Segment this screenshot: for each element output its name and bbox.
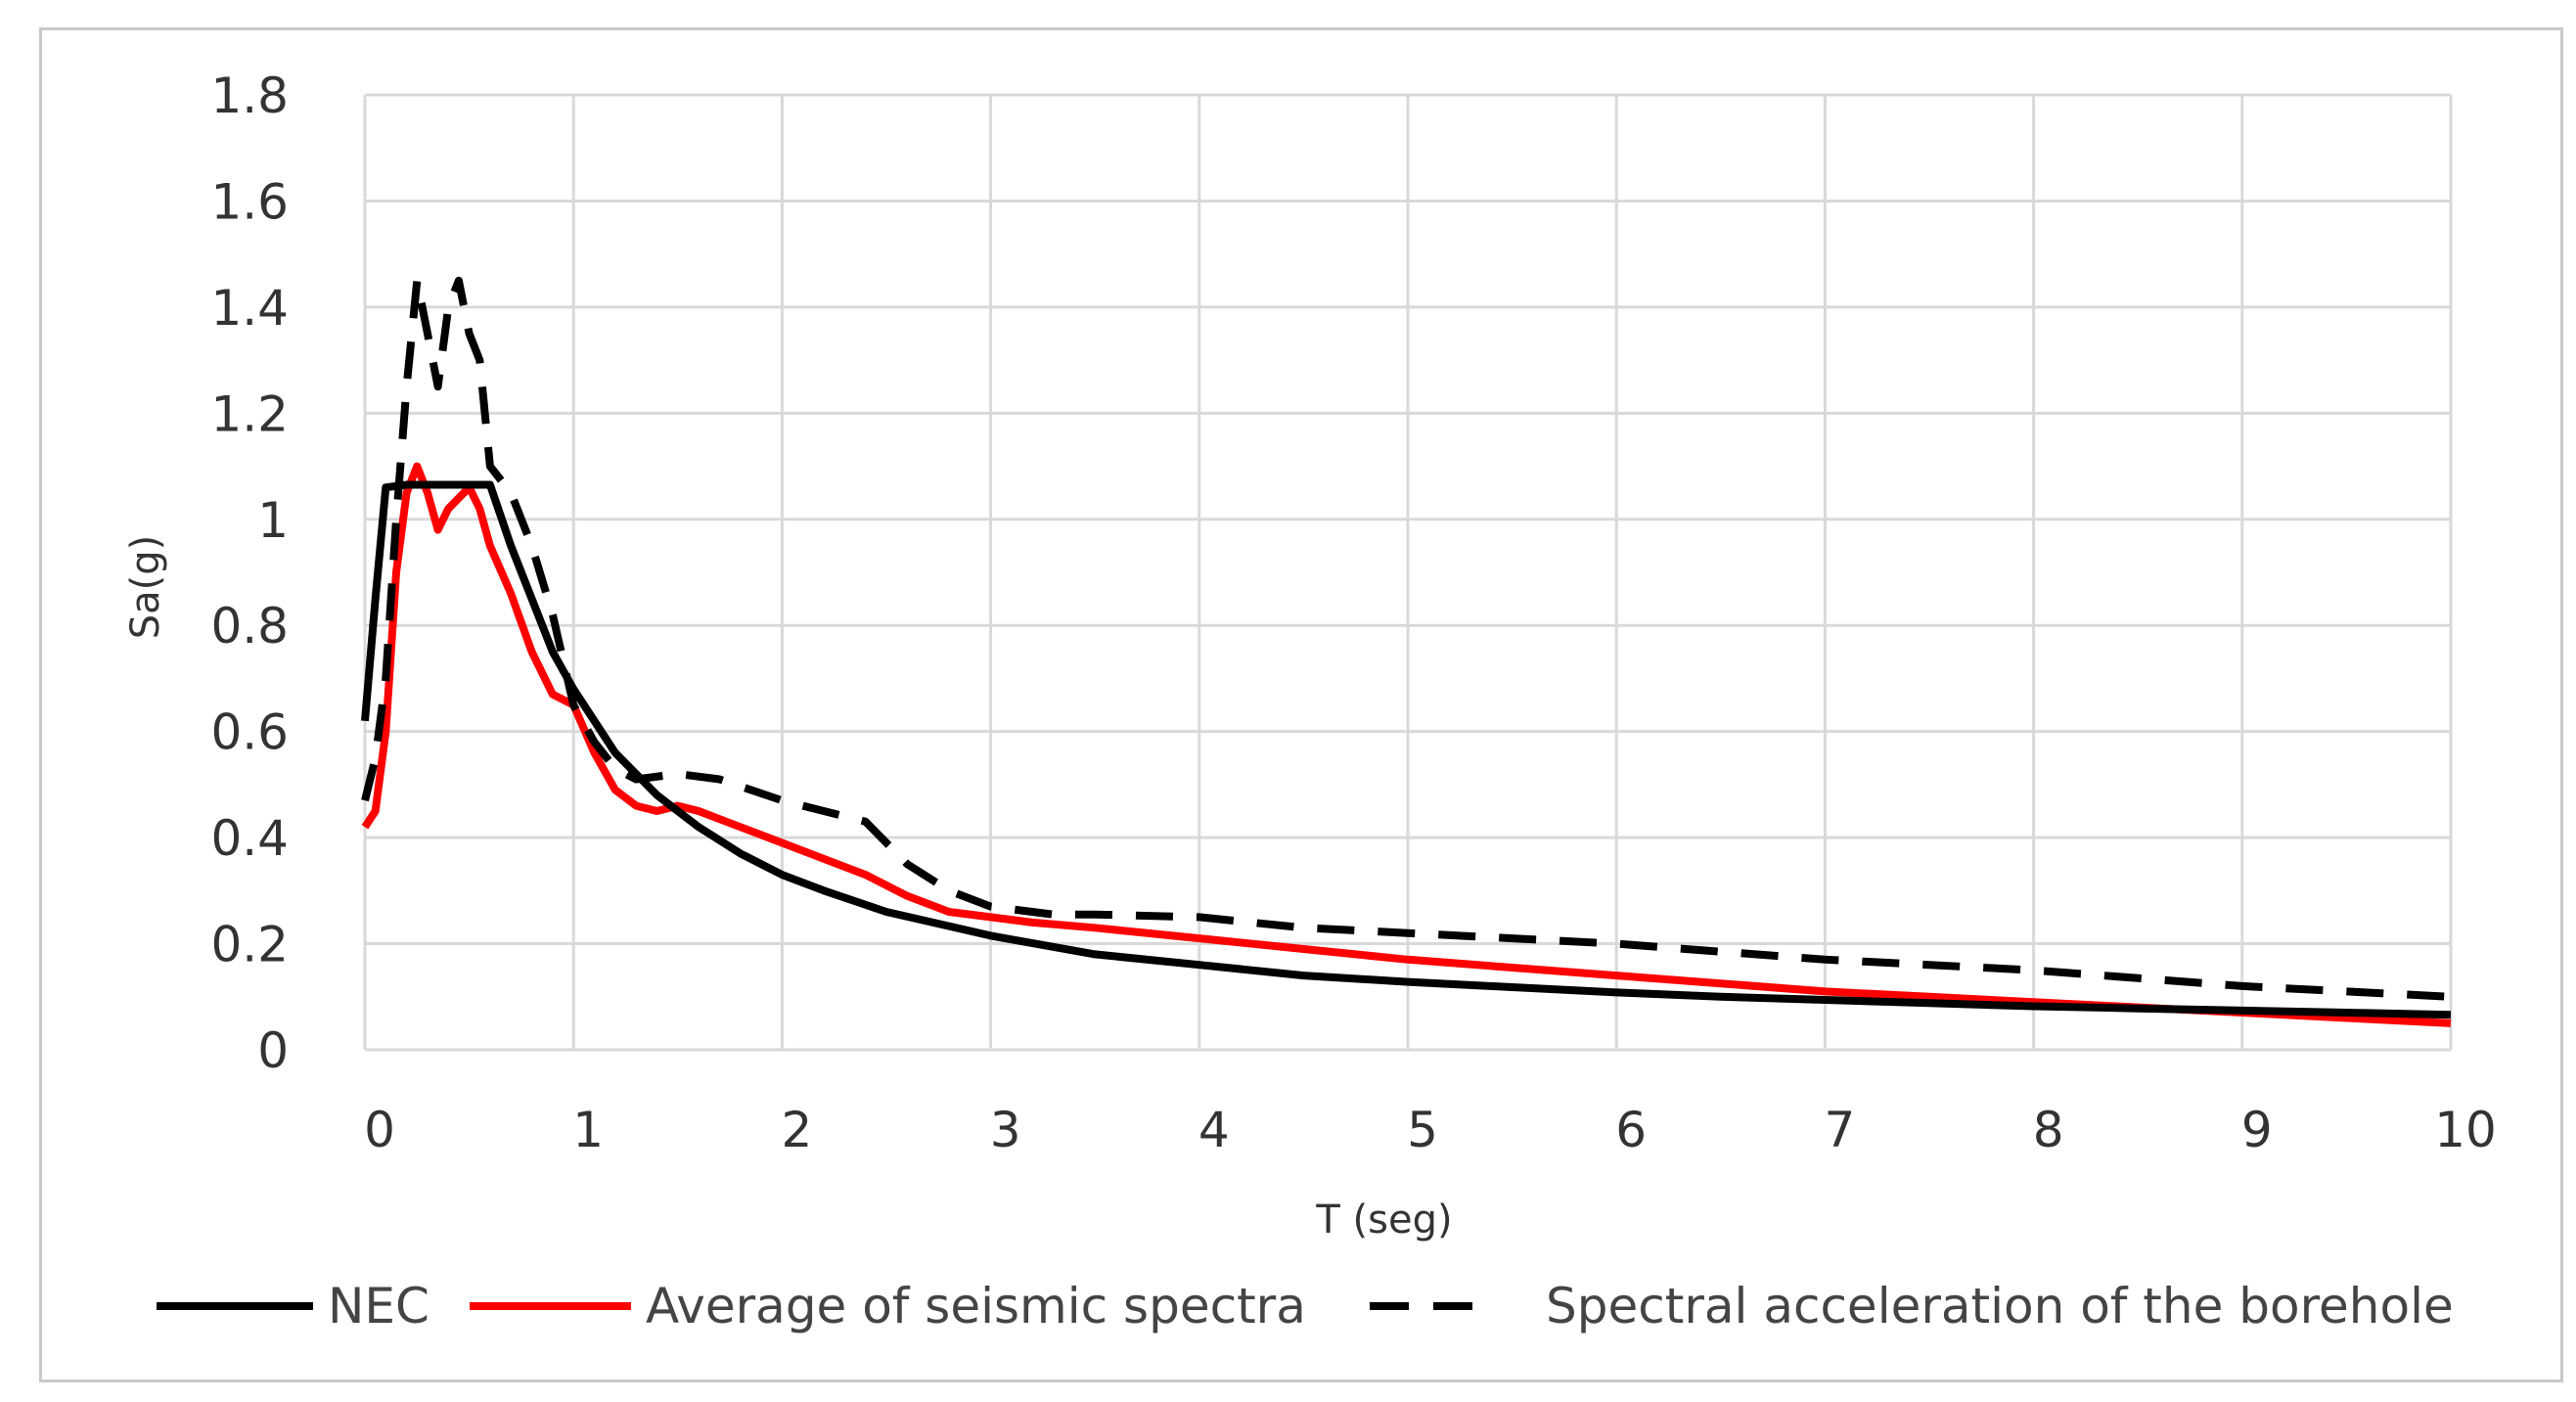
- x-axis-ticks: 0 1 2 3 4 5 6 7 8 9 10: [364, 1102, 2497, 1158]
- x-tick-label-7: 7: [1824, 1102, 1855, 1158]
- chart-frame: [39, 27, 2563, 1382]
- x-tick-label-10: 10: [2434, 1102, 2497, 1158]
- y-axis-ticks: 0 0.2 0.4 0.6 0.8 1 1.2 1.4 1.6 1.8: [210, 68, 289, 1079]
- x-tick-label-3: 3: [990, 1102, 1021, 1158]
- y-tick-label-7: 1.4: [210, 280, 289, 337]
- y-tick-label-0: 0: [257, 1022, 289, 1079]
- series-line-0: [361, 480, 2452, 1019]
- x-tick-label-8: 8: [2033, 1102, 2064, 1158]
- gridlines: [363, 93, 2453, 1052]
- y-axis-label: Sa(g): [123, 535, 168, 640]
- x-tick-label-1: 1: [572, 1102, 604, 1158]
- y-tick-label-6: 1.2: [210, 385, 289, 442]
- y-tick-label-8: 1.6: [210, 173, 289, 230]
- x-tick-label-9: 9: [2241, 1102, 2273, 1158]
- y-tick-label-5: 1: [257, 492, 289, 549]
- x-tick-label-6: 6: [1615, 1102, 1647, 1158]
- y-tick-label-9: 1.8: [210, 68, 289, 124]
- y-tick-label-4: 0.8: [210, 598, 289, 655]
- legend-label-nec: NEC: [328, 1278, 429, 1334]
- legend-label-average: Average of seismic spectra: [646, 1278, 1306, 1334]
- y-tick-label-3: 0.6: [210, 704, 289, 761]
- x-tick-label-5: 5: [1407, 1102, 1438, 1158]
- series-line-1: [361, 462, 2452, 1027]
- legend: NEC Average of seismic spectra Spectral …: [157, 1278, 2454, 1334]
- series-line-2: [361, 276, 2452, 1001]
- y-tick-label-2: 0.4: [210, 810, 289, 867]
- x-axis-label: T (seg): [1315, 1198, 1452, 1243]
- series-lines: [361, 276, 2452, 1027]
- x-tick-label-0: 0: [364, 1102, 395, 1158]
- x-tick-label-4: 4: [1198, 1102, 1230, 1158]
- x-tick-label-2: 2: [781, 1102, 812, 1158]
- legend-label-borehole: Spectral acceleration of the borehole: [1546, 1278, 2454, 1334]
- y-tick-label-1: 0.2: [210, 917, 289, 973]
